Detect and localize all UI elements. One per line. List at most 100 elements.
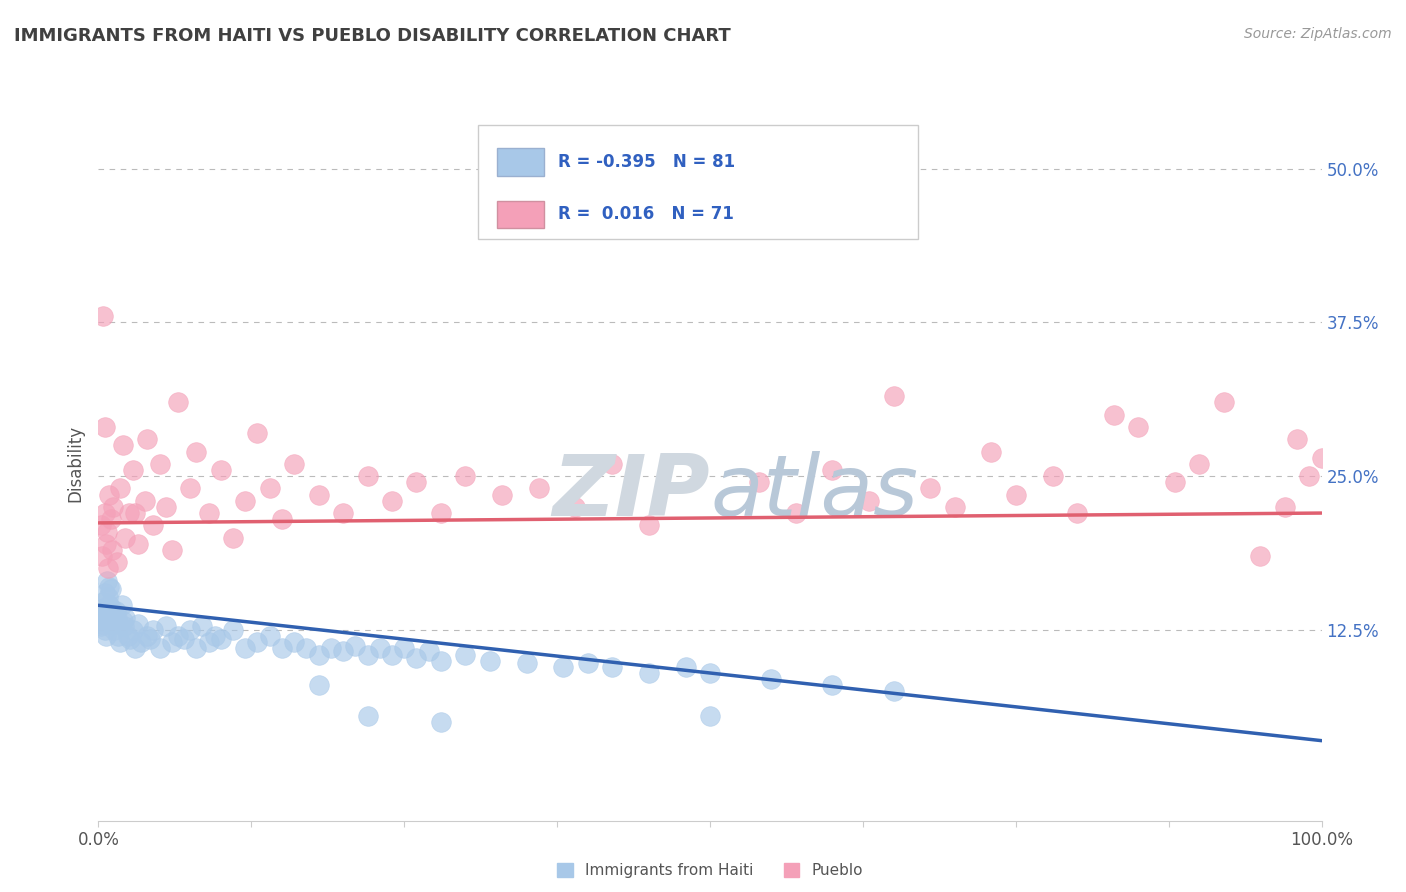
Point <box>332 506 354 520</box>
FancyBboxPatch shape <box>478 125 918 239</box>
Point <box>90 518 112 533</box>
Point <box>101 607 124 621</box>
Point <box>139 632 162 646</box>
Point <box>191 619 214 633</box>
Point <box>142 518 165 533</box>
Point <box>97 590 120 604</box>
Point <box>381 493 404 508</box>
Point <box>821 678 844 692</box>
Text: R = -0.395   N = 81: R = -0.395 N = 81 <box>558 153 735 171</box>
Point <box>91 615 114 629</box>
Point <box>93 623 115 637</box>
Point <box>118 506 141 520</box>
Point <box>699 665 721 680</box>
Bar <box>498 148 544 176</box>
Point <box>356 648 378 662</box>
Point <box>197 635 219 649</box>
Point <box>1066 506 1088 520</box>
Point <box>1164 475 1187 490</box>
Point <box>319 641 342 656</box>
Point <box>91 549 114 563</box>
Point <box>418 644 440 658</box>
Point <box>1310 450 1333 465</box>
Point <box>883 389 905 403</box>
Point <box>186 641 208 656</box>
Point <box>246 635 269 649</box>
Point <box>270 512 294 526</box>
Point <box>114 531 136 545</box>
Point <box>149 457 172 471</box>
Point <box>1212 395 1234 409</box>
Point <box>134 493 156 508</box>
Point <box>222 531 245 545</box>
Point <box>204 629 226 643</box>
Point <box>111 615 134 629</box>
Point <box>155 619 177 633</box>
Point <box>332 644 354 658</box>
Point <box>104 605 127 619</box>
Point <box>308 487 330 501</box>
Point <box>478 654 501 668</box>
Point <box>295 641 318 656</box>
Point <box>149 641 172 656</box>
Point <box>1274 500 1296 514</box>
Point <box>564 500 586 514</box>
Point <box>98 487 121 501</box>
Point <box>124 506 146 520</box>
Point <box>91 616 114 631</box>
Point <box>173 632 195 646</box>
Point <box>527 482 550 496</box>
Point <box>110 635 132 649</box>
Text: Source: ZipAtlas.com: Source: ZipAtlas.com <box>1244 27 1392 41</box>
Point <box>129 635 152 649</box>
Point <box>233 493 256 508</box>
Point <box>454 469 477 483</box>
Point <box>96 524 118 539</box>
Point <box>136 629 159 643</box>
Point <box>980 444 1002 458</box>
Text: IMMIGRANTS FROM HAITI VS PUEBLO DISABILITY CORRELATION CHART: IMMIGRANTS FROM HAITI VS PUEBLO DISABILI… <box>14 27 731 45</box>
Point <box>93 586 115 600</box>
Point <box>308 678 330 692</box>
Point <box>100 582 122 597</box>
Point <box>155 500 177 514</box>
Point <box>167 395 190 409</box>
Point <box>454 648 477 662</box>
Point <box>222 623 245 637</box>
Point <box>600 660 623 674</box>
Point <box>1042 469 1064 483</box>
Bar <box>498 201 544 227</box>
Point <box>108 616 131 631</box>
Point <box>699 709 721 723</box>
Point <box>100 512 122 526</box>
Point <box>127 616 149 631</box>
Point <box>748 475 770 490</box>
Point <box>179 482 201 496</box>
Y-axis label: Disability: Disability <box>66 425 84 502</box>
Point <box>430 715 453 730</box>
Point <box>114 610 136 624</box>
Point <box>516 656 538 670</box>
Point <box>283 457 305 471</box>
Point <box>270 641 294 656</box>
Point <box>100 616 122 631</box>
Point <box>117 629 139 643</box>
Point <box>600 457 623 471</box>
Point <box>943 500 966 514</box>
Point <box>368 641 391 656</box>
Point <box>259 482 281 496</box>
Point <box>1188 457 1211 471</box>
Point <box>209 463 232 477</box>
Point <box>430 654 453 668</box>
Point <box>209 632 232 646</box>
Point <box>160 543 183 558</box>
Point <box>405 475 427 490</box>
Point <box>94 537 117 551</box>
Point <box>121 463 143 477</box>
Point <box>90 602 112 616</box>
Point <box>121 623 143 637</box>
Point <box>111 599 134 613</box>
Point <box>120 632 142 646</box>
Point <box>93 420 115 434</box>
Point <box>405 651 427 665</box>
